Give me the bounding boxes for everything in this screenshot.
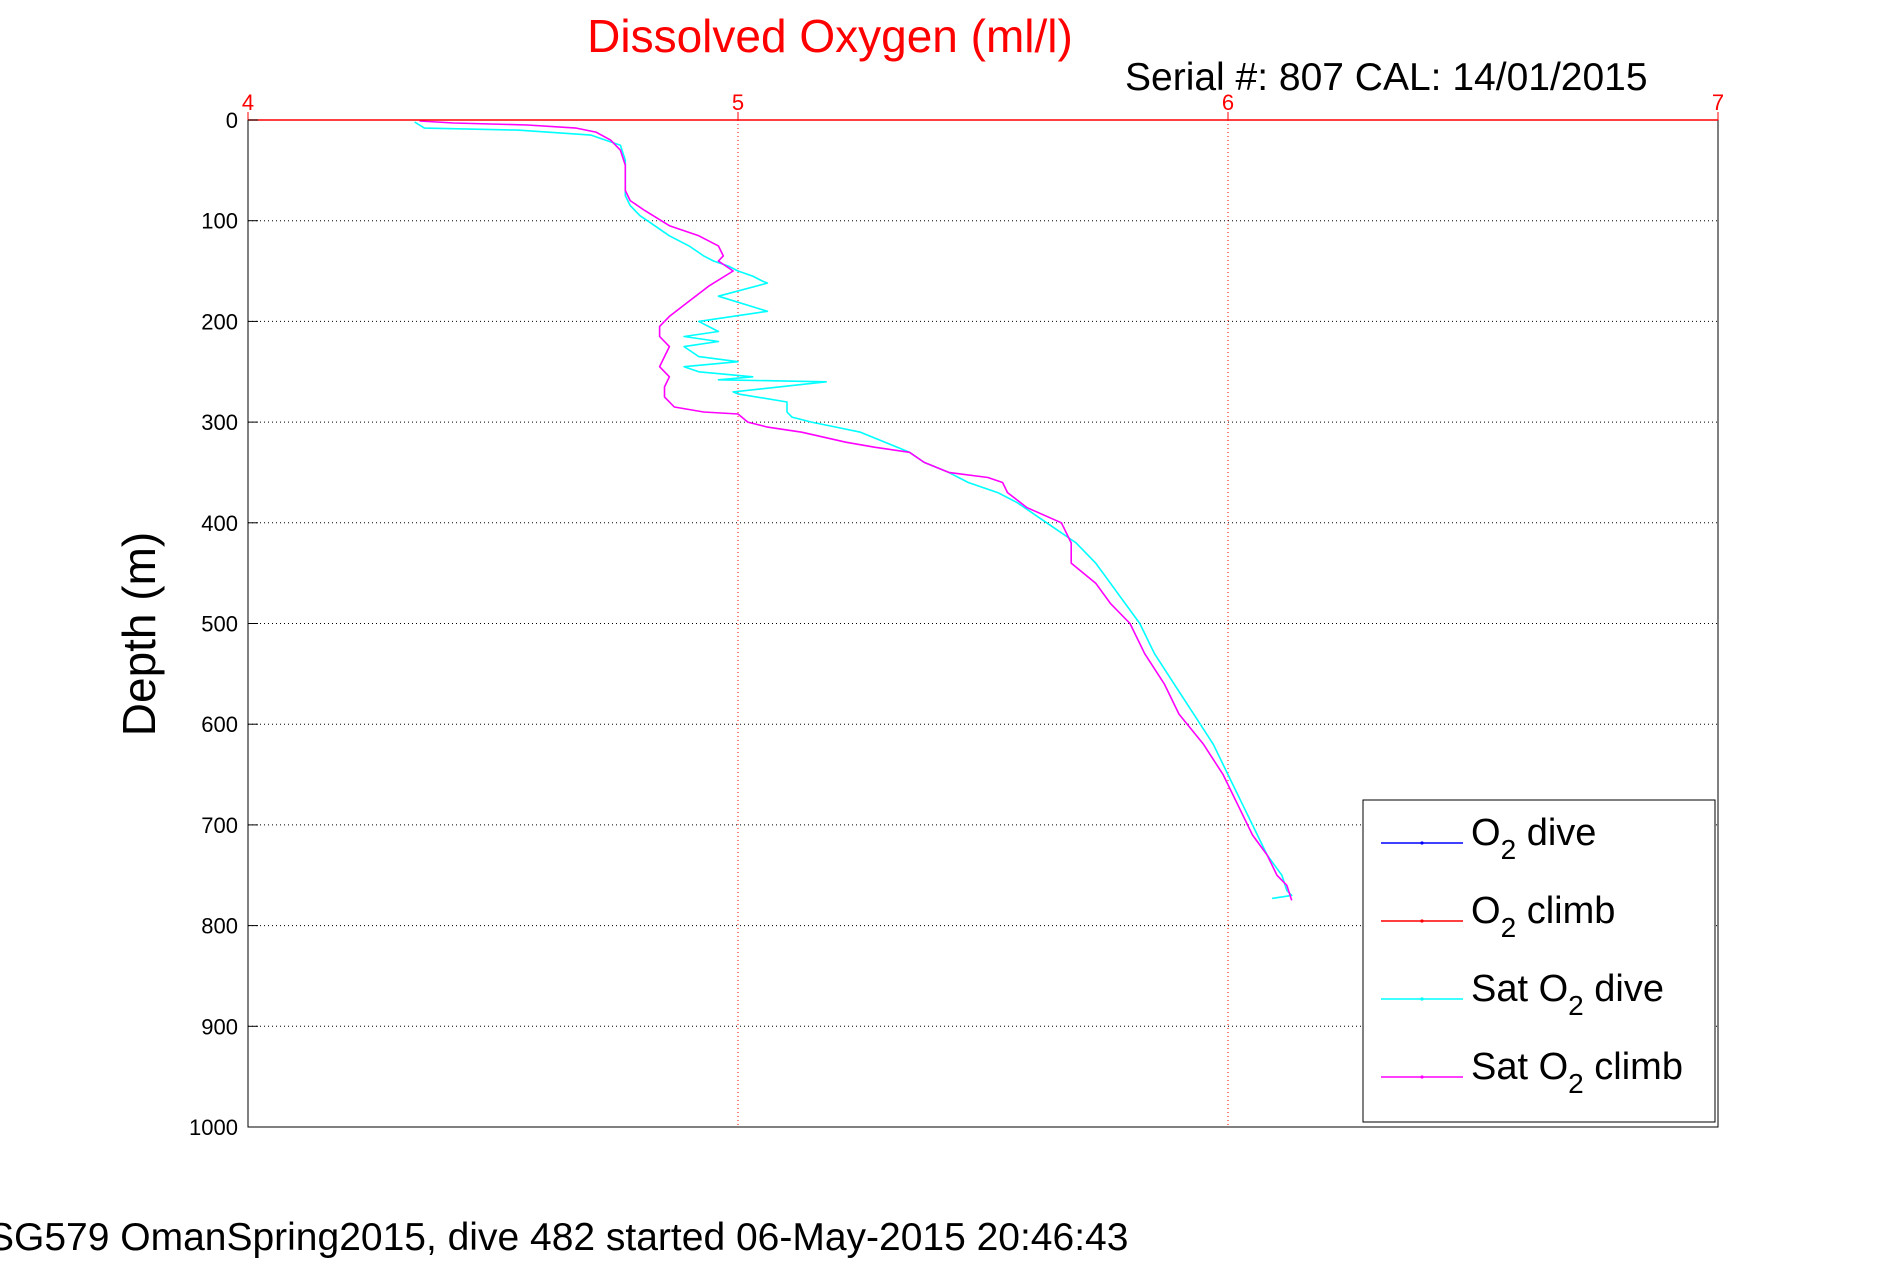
legend-label: O2 dive [1471,812,1596,865]
dive-info-caption: SG579 OmanSpring2015, dive 482 started 0… [0,1216,1128,1259]
series-line [419,120,1293,901]
legend-label: Sat O2 climb [1471,1046,1683,1099]
legend-marker [1420,919,1424,923]
series-line [414,121,1293,900]
tick-layer: 4 5 6 7 0 100 200 300 400 500 600 700 800 900 1000 [189,90,1724,1140]
legend-label: O2 climb [1471,890,1615,943]
legend: O2 dive O2 climb Sat O2 dive Sat O2 climb [1362,799,1716,1123]
series-layer [414,120,1293,901]
y-tick-label: 700 [201,813,238,838]
y-tick-label: 200 [201,309,238,334]
y-tick-label: 900 [201,1014,238,1039]
x-tick-label: 4 [242,90,254,115]
x-tick-label: 6 [1222,90,1234,115]
y-tick-label: 0 [226,108,238,133]
y-tick-label: 500 [201,612,238,637]
legend-marker [1420,1075,1424,1079]
legend-box [1362,799,1716,1123]
y-tick-label: 300 [201,410,238,435]
x-tick-label: 5 [732,90,744,115]
y-axis-label: Depth (m) [113,532,165,736]
y-tick-label: 100 [201,209,238,234]
y-tick-label: 400 [201,511,238,536]
legend-marker [1420,841,1424,845]
y-tick-label: 600 [201,712,238,737]
y-tick-label: 1000 [189,1115,238,1140]
legend-marker [1420,997,1424,1001]
chart-title: Dissolved Oxygen (ml/l) [587,10,1073,62]
legend-label: Sat O2 dive [1471,968,1664,1021]
x-tick-label: 7 [1712,90,1724,115]
serial-cal-label: Serial #: 807 CAL: 14/01/2015 [1125,56,1648,99]
y-tick-label: 800 [201,914,238,939]
